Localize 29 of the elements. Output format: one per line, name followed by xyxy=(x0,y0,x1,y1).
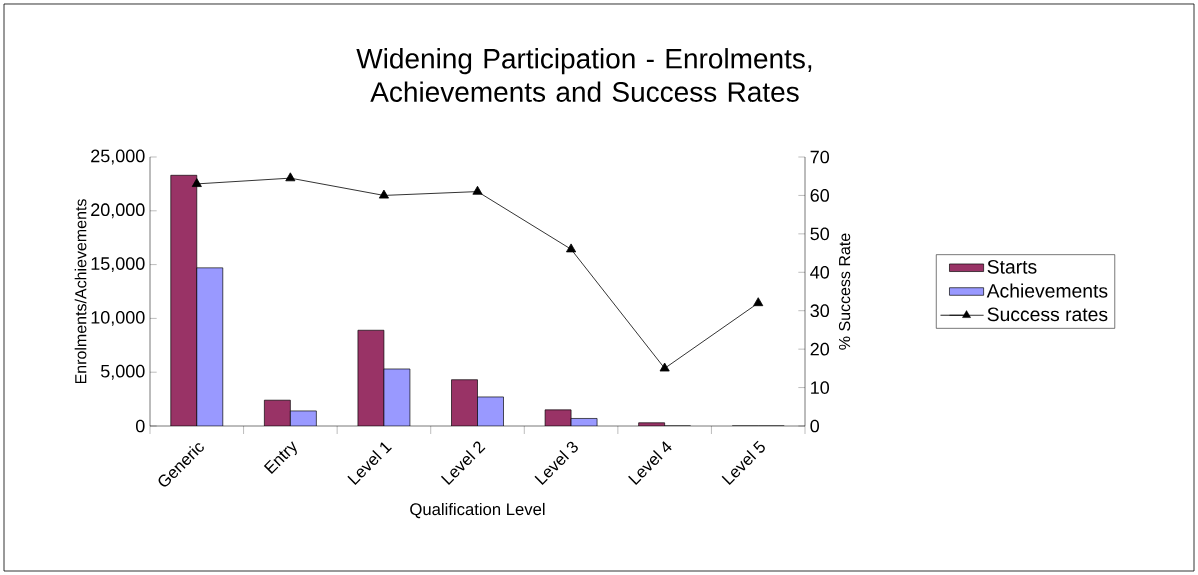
y2-tick-label: 20 xyxy=(810,342,830,356)
y2-tick-label: 70 xyxy=(810,150,830,164)
chart-title: Widening Participation - Enrolments, Achievements and Success Rates xyxy=(356,48,812,102)
y2-tick-label: 30 xyxy=(810,304,830,318)
point xyxy=(753,297,764,307)
y-tick-label: 5,000 xyxy=(100,364,145,380)
bar xyxy=(196,267,223,426)
legend-label: Starts xyxy=(987,259,1037,274)
y2-tick-label: 40 xyxy=(810,265,830,279)
point xyxy=(285,172,296,182)
legend-label: Success rates xyxy=(987,307,1108,322)
y-tick-label: 25,000 xyxy=(91,149,145,165)
y2-tick-label: 60 xyxy=(810,189,830,202)
x-axis-title: Qualification Level xyxy=(410,502,545,519)
point xyxy=(191,178,202,187)
y-axis-title: Enrolments/Achievements xyxy=(74,199,87,384)
point xyxy=(566,243,577,253)
point xyxy=(472,185,483,195)
point xyxy=(378,189,389,199)
y2-tick-label: 0 xyxy=(810,419,820,433)
legend-label: Achievements xyxy=(986,283,1108,298)
y-tick-label: 20,000 xyxy=(91,203,145,219)
y-tick-label: 0 xyxy=(135,419,145,433)
y-tick-label: 10,000 xyxy=(91,310,145,326)
y2-axis-title: % Success Rate xyxy=(838,233,851,350)
y2-tick-label: 50 xyxy=(810,227,830,241)
point xyxy=(659,362,670,372)
y2-tick-label: 10 xyxy=(811,381,830,394)
y-tick-label: 15,000 xyxy=(91,257,145,273)
